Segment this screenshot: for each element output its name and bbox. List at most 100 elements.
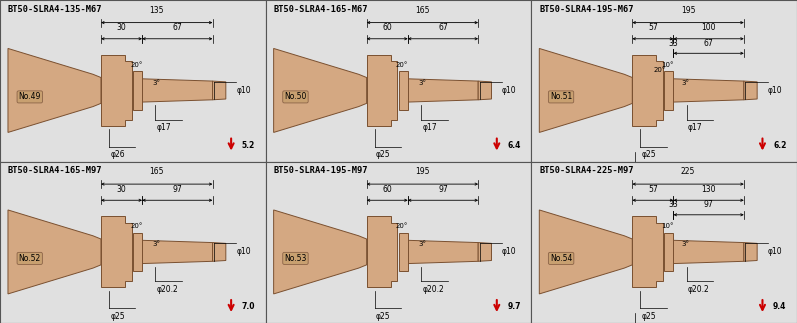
Text: 3°: 3° [153,241,161,247]
Text: φ20.2: φ20.2 [157,285,179,294]
Polygon shape [367,55,397,126]
Text: 10°: 10° [662,223,674,229]
Text: BT50-SLRA4-165-M97: BT50-SLRA4-165-M97 [8,166,103,175]
Text: φ10: φ10 [502,247,516,256]
Text: 20°: 20° [130,62,143,68]
Polygon shape [408,240,478,264]
Text: No.49: No.49 [18,92,41,101]
Text: 57: 57 [648,185,658,194]
Polygon shape [744,81,757,100]
Text: φ25: φ25 [642,312,656,321]
Text: 20°: 20° [396,223,408,229]
Text: No.51: No.51 [550,92,572,101]
Text: 97: 97 [438,185,448,194]
Text: 60: 60 [383,23,392,32]
Text: 130: 130 [701,185,716,194]
Text: 165: 165 [415,5,430,15]
Polygon shape [478,81,492,100]
Polygon shape [408,79,478,102]
Text: φ17: φ17 [422,123,437,132]
Text: 60: 60 [383,185,392,194]
Polygon shape [540,210,632,294]
Polygon shape [664,233,673,271]
Text: 7.0: 7.0 [241,302,255,311]
Text: 3°: 3° [418,79,426,86]
Text: φ10: φ10 [768,247,783,256]
Text: 3°: 3° [681,241,689,247]
Polygon shape [8,48,101,132]
Polygon shape [632,216,663,287]
Text: 10°: 10° [662,62,674,68]
Text: 225: 225 [681,167,695,176]
Polygon shape [273,210,367,294]
Text: 33: 33 [669,39,678,47]
Polygon shape [213,81,226,100]
Text: 30: 30 [116,185,127,194]
Text: 20°: 20° [654,67,666,73]
Text: 33: 33 [669,200,678,209]
Text: 97: 97 [704,200,713,209]
Text: φ17: φ17 [157,123,171,132]
Text: 195: 195 [681,5,695,15]
Polygon shape [133,233,142,271]
Polygon shape [101,216,132,287]
Text: φ25: φ25 [642,150,656,159]
Text: 100: 100 [701,23,716,32]
Polygon shape [744,243,757,261]
Polygon shape [367,216,397,287]
Text: φ10: φ10 [237,247,251,256]
Text: 3°: 3° [681,79,689,86]
Text: φ20.2: φ20.2 [422,285,444,294]
Text: φ26: φ26 [110,150,125,159]
Polygon shape [664,71,673,110]
Polygon shape [213,243,226,261]
Polygon shape [273,48,367,132]
Polygon shape [478,243,492,261]
Polygon shape [142,240,213,264]
Text: BT50-SLRA4-195-M67: BT50-SLRA4-195-M67 [540,5,634,14]
Text: 67: 67 [438,23,448,32]
Text: 9.7: 9.7 [508,302,521,311]
Text: φ39: φ39 [636,165,651,174]
Text: φ20.2: φ20.2 [688,285,710,294]
Text: 57: 57 [648,23,658,32]
Polygon shape [632,55,663,126]
Text: φ25: φ25 [376,150,391,159]
Text: 165: 165 [150,167,164,176]
Text: No.54: No.54 [550,254,572,263]
Text: BT50-SLRA4-165-M67: BT50-SLRA4-165-M67 [273,5,368,14]
Polygon shape [142,79,213,102]
Text: BT50-SLRA4-135-M67: BT50-SLRA4-135-M67 [8,5,103,14]
Text: φ10: φ10 [237,86,251,95]
Text: No.53: No.53 [285,254,307,263]
Text: 67: 67 [704,39,713,47]
Text: φ25: φ25 [376,312,391,321]
Text: 30: 30 [116,23,127,32]
Polygon shape [673,240,744,264]
Text: 97: 97 [172,185,183,194]
Polygon shape [133,71,142,110]
Polygon shape [101,55,132,126]
Text: 135: 135 [150,5,164,15]
Polygon shape [398,71,408,110]
Text: φ17: φ17 [688,123,703,132]
Text: φ25: φ25 [110,312,125,321]
Polygon shape [8,210,101,294]
Text: 20°: 20° [396,62,408,68]
Text: 3°: 3° [153,79,161,86]
Text: 67: 67 [172,23,183,32]
Text: 6.2: 6.2 [773,141,787,150]
Text: 195: 195 [415,167,430,176]
Text: φ10: φ10 [502,86,516,95]
Polygon shape [540,48,632,132]
Text: 20°: 20° [130,223,143,229]
Text: φ10: φ10 [768,86,783,95]
Text: No.52: No.52 [18,254,41,263]
Text: 5.2: 5.2 [241,141,255,150]
Polygon shape [673,79,744,102]
Text: No.50: No.50 [285,92,307,101]
Text: BT50-SLRA4-195-M97: BT50-SLRA4-195-M97 [273,166,368,175]
Text: 3°: 3° [418,241,426,247]
Text: 6.4: 6.4 [508,141,520,150]
Text: BT50-SLRA4-225-M97: BT50-SLRA4-225-M97 [540,166,634,175]
